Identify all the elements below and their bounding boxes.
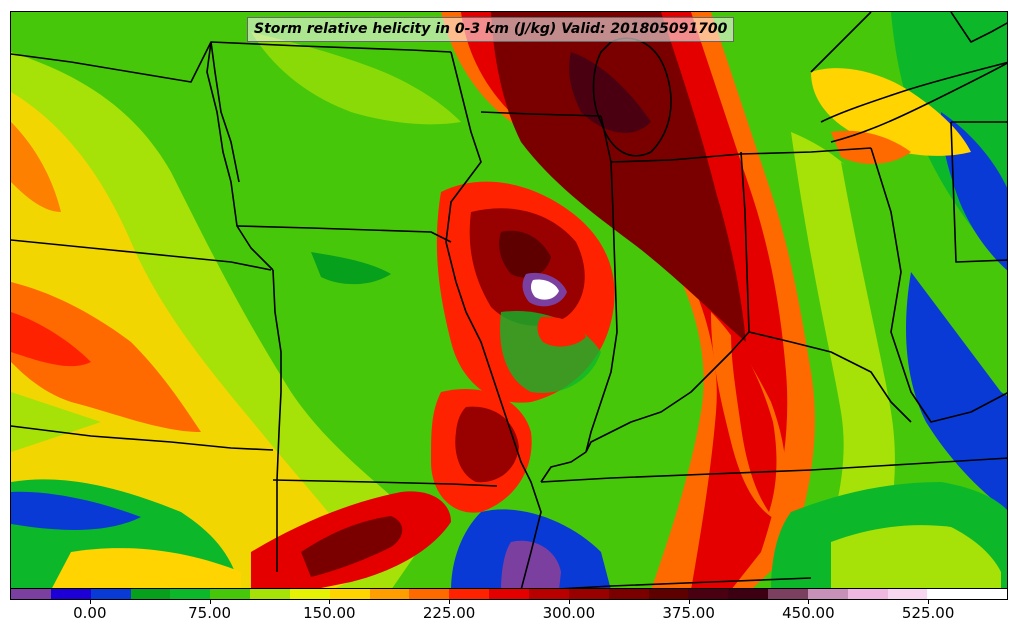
colorbar-swatch [369,589,410,599]
colorbar-tick-label: 225.00 [422,604,476,622]
border-line [210,41,240,183]
border-line [206,41,274,271]
field-east-blue [906,272,1007,511]
colorbar-swatch [728,589,769,599]
colorbar-swatch [449,589,490,599]
border-line [585,115,618,453]
colorbar-tick-label: 450.00 [782,604,835,622]
field-central-maroon [499,230,551,278]
field-southwest-deepblue [11,491,141,530]
border-line [272,269,282,572]
colorbar-tick [808,600,810,604]
colorbar-swatch [847,589,888,599]
border-line [585,331,750,453]
colorbar-swatch [768,589,808,599]
colorbar-tick [329,600,331,604]
colorbar-tick [89,600,91,604]
field-band-west-red [11,312,91,367]
colorbar-tick-label: 300.00 [542,604,596,622]
field-south-darkred [455,406,519,483]
colorbar-swatch [210,589,251,599]
field-north-lime [251,32,461,125]
colorbar-swatch [688,589,729,599]
colorbar-tick-label: 525.00 [901,604,955,622]
border-line [11,425,274,451]
colorbar [10,588,1008,600]
colorbar-swatch [11,589,51,599]
border-line [610,147,872,163]
colorbar-swatch [568,589,609,599]
map-frame: Storm relative helicity in 0-3 km (J/kg)… [10,11,1008,589]
border-line [272,479,498,487]
border-line [480,111,602,117]
border-line [11,41,452,83]
colorbar-ticks: 0.00 75.00 150.00 225.00 300.00 375.00 450.00 5… [10,600,1008,630]
colorbar-tick-label: 0.00 [73,604,107,622]
colorbar-tick [928,600,930,604]
colorbar-tick-label: 150.00 [303,604,356,622]
colorbar-swatch [648,589,689,599]
colorbar-swatch [807,589,848,599]
colorbar-swatch [289,589,330,599]
colorbar-tick [449,600,451,604]
border-line [870,147,1007,423]
field-band-west-orange [11,282,201,432]
field-south-purple [501,540,561,588]
state-borders [11,12,1007,588]
border-line [236,225,452,243]
border-line [592,37,672,157]
field-north-darkred [491,12,746,342]
colorbar-swatch [90,589,131,599]
colorbar-swatch [250,589,290,599]
border-line [748,331,912,423]
colorbar-swatch [528,589,569,599]
field-ne-yellow [811,68,971,156]
colorbar-swatch [927,589,968,599]
field-sw-darkred [301,516,403,577]
border-line [810,12,872,73]
colorbar-swatch [887,589,928,599]
field-band-west-yellow [11,92,371,588]
border-line [820,61,1007,123]
border-line [830,62,1007,143]
field-iowa-darkgreen [311,252,391,285]
border-line [11,239,272,271]
colorbar-tick [688,600,690,604]
colorbar-swatch [329,589,370,599]
field-central-white [530,279,559,300]
border-line [540,457,1007,483]
border-line [540,451,587,483]
field-ring-red [537,316,586,347]
colorbar-swatch [50,589,91,599]
border-line [561,577,812,588]
border-line [740,151,750,333]
border-line [950,121,1007,263]
colorbar-tick-label: 375.00 [662,604,715,622]
colorbar-swatch [489,589,529,599]
colorbar-tick [568,600,570,604]
colorbar-swatch [170,589,211,599]
colorbar-swatch [130,589,171,599]
border-line [445,51,542,588]
colorbar-tick [209,600,211,604]
colorbar-swatch [409,589,450,599]
field-band-nw-orange [11,122,61,212]
colorbar-tick-label: 75.00 [188,604,232,622]
field-se-lime [831,525,1001,588]
field-north-maroon [569,52,651,133]
helicity-map [11,12,1007,588]
colorbar-swatch [608,589,649,599]
colorbar-swatch [967,589,1008,599]
field-south-yellow [52,548,241,588]
border-line [950,12,1007,43]
field-east-red [731,332,777,512]
field-ne-orange [831,130,911,164]
map-title: Storm relative helicity in 0-3 km (J/kg)… [247,17,735,42]
